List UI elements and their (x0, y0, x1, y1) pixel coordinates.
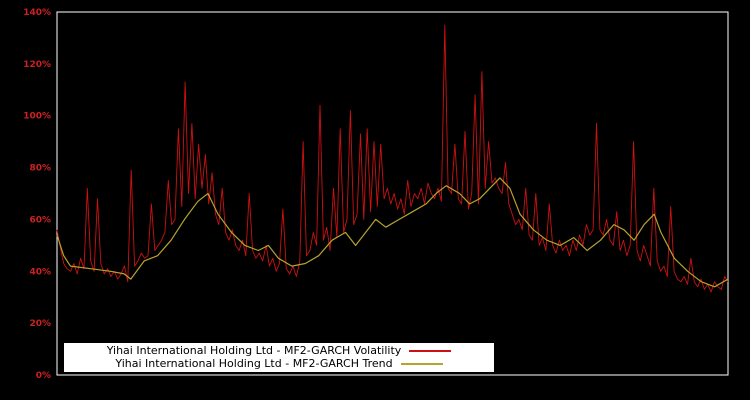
volatility-line-sample (409, 349, 452, 352)
y-axis-tick-label: 120% (23, 60, 51, 70)
legend-item-trend: Yihai International Holding Ltd - MF2-GA… (64, 357, 494, 370)
y-axis-tick-label: 140% (23, 8, 51, 18)
y-axis-tick-label: 60% (29, 215, 51, 225)
volatility-series-line (56, 24, 729, 293)
trend-series-line (56, 177, 729, 288)
y-axis-tick-label: 80% (29, 164, 51, 174)
y-axis-tick-label: 20% (29, 319, 51, 329)
y-axis-tick-label: 100% (23, 112, 51, 122)
chart-legend: Yihai International Holding Ltd - MF2-GA… (64, 343, 494, 372)
y-axis-tick-label: 0% (36, 371, 51, 381)
trend-line-sample (400, 362, 443, 365)
legend-item-volatility: Yihai International Holding Ltd - MF2-GA… (64, 344, 494, 357)
y-axis-tick-label: 40% (29, 267, 51, 277)
legend-label-trend: Yihai International Holding Ltd - MF2-GA… (115, 357, 393, 370)
plot-border (56, 11, 729, 376)
legend-label-volatility: Yihai International Holding Ltd - MF2-GA… (106, 344, 402, 357)
